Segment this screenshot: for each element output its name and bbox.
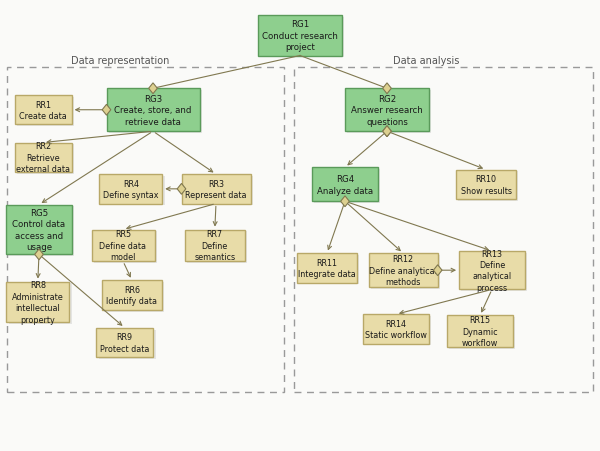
- Polygon shape: [383, 84, 391, 95]
- FancyBboxPatch shape: [98, 330, 155, 359]
- FancyBboxPatch shape: [6, 205, 72, 255]
- FancyBboxPatch shape: [297, 253, 357, 283]
- FancyBboxPatch shape: [187, 232, 247, 263]
- Bar: [7, 68, 284, 392]
- Text: RR9
Protect data: RR9 Protect data: [100, 332, 149, 353]
- Text: RR12
Define analytical
methods: RR12 Define analytical methods: [369, 255, 437, 286]
- FancyBboxPatch shape: [7, 282, 70, 322]
- Text: RR5
Define data
model: RR5 Define data model: [100, 230, 146, 262]
- Text: RR15
Dynamic
workflow: RR15 Dynamic workflow: [462, 316, 498, 347]
- FancyBboxPatch shape: [17, 145, 74, 174]
- Text: RR2
Retrieve
external data: RR2 Retrieve external data: [16, 142, 70, 174]
- FancyBboxPatch shape: [14, 143, 72, 172]
- FancyBboxPatch shape: [102, 281, 162, 310]
- FancyBboxPatch shape: [102, 176, 164, 206]
- FancyBboxPatch shape: [461, 253, 527, 291]
- FancyBboxPatch shape: [182, 175, 251, 204]
- Text: RR1
Create data: RR1 Create data: [19, 100, 67, 121]
- FancyBboxPatch shape: [109, 91, 202, 133]
- Text: RR14
Static workflow: RR14 Static workflow: [365, 319, 427, 340]
- Polygon shape: [383, 126, 391, 137]
- Text: RG1
Conduct research
project: RG1 Conduct research project: [262, 20, 338, 52]
- Bar: [294, 68, 593, 392]
- FancyBboxPatch shape: [345, 89, 429, 132]
- FancyBboxPatch shape: [347, 91, 431, 133]
- Text: RR7
Define
semantics: RR7 Define semantics: [194, 230, 235, 262]
- Text: RG2
Answer research
questions: RG2 Answer research questions: [351, 95, 423, 126]
- Polygon shape: [35, 249, 43, 260]
- Text: RR3
Represent data: RR3 Represent data: [185, 179, 247, 200]
- Text: RR8
Administrate
intellectual
property: RR8 Administrate intellectual property: [12, 281, 64, 324]
- FancyBboxPatch shape: [449, 318, 515, 349]
- Polygon shape: [149, 84, 157, 95]
- FancyBboxPatch shape: [299, 255, 359, 285]
- FancyBboxPatch shape: [312, 168, 378, 202]
- FancyBboxPatch shape: [447, 316, 513, 347]
- Text: RR10
Show results: RR10 Show results: [461, 175, 512, 195]
- Polygon shape: [383, 126, 391, 137]
- Text: RG4
Analyze data: RG4 Analyze data: [317, 175, 373, 195]
- Text: Data representation: Data representation: [71, 56, 169, 66]
- Text: Data analysis: Data analysis: [393, 56, 459, 66]
- FancyBboxPatch shape: [17, 97, 74, 127]
- FancyBboxPatch shape: [185, 230, 245, 262]
- FancyBboxPatch shape: [8, 207, 74, 257]
- Text: RG3
Create, store, and
retrieve data: RG3 Create, store, and retrieve data: [115, 95, 191, 126]
- FancyBboxPatch shape: [94, 232, 157, 263]
- FancyBboxPatch shape: [363, 315, 429, 344]
- Text: RG5
Control data
access and
usage: RG5 Control data access and usage: [13, 208, 65, 252]
- FancyBboxPatch shape: [107, 89, 199, 132]
- FancyBboxPatch shape: [456, 170, 516, 199]
- FancyBboxPatch shape: [369, 253, 438, 288]
- FancyBboxPatch shape: [314, 170, 380, 204]
- FancyBboxPatch shape: [100, 175, 162, 204]
- FancyBboxPatch shape: [91, 230, 155, 262]
- Text: RR4
Define syntax: RR4 Define syntax: [103, 179, 158, 200]
- FancyBboxPatch shape: [365, 317, 431, 345]
- FancyBboxPatch shape: [260, 18, 344, 58]
- Text: RR6
Identify data: RR6 Identify data: [107, 285, 157, 306]
- FancyBboxPatch shape: [96, 328, 154, 357]
- FancyBboxPatch shape: [9, 284, 72, 324]
- FancyBboxPatch shape: [14, 96, 72, 125]
- Text: RR11
Integrate data: RR11 Integrate data: [298, 258, 356, 279]
- FancyBboxPatch shape: [184, 176, 253, 206]
- Polygon shape: [177, 184, 186, 195]
- FancyBboxPatch shape: [371, 255, 440, 290]
- FancyBboxPatch shape: [104, 282, 164, 312]
- Polygon shape: [341, 197, 349, 207]
- Polygon shape: [102, 105, 111, 116]
- Text: RR13
Define
analytical
process: RR13 Define analytical process: [472, 249, 512, 292]
- FancyBboxPatch shape: [458, 172, 518, 201]
- Polygon shape: [433, 265, 442, 276]
- FancyBboxPatch shape: [258, 16, 342, 56]
- FancyBboxPatch shape: [459, 251, 525, 290]
